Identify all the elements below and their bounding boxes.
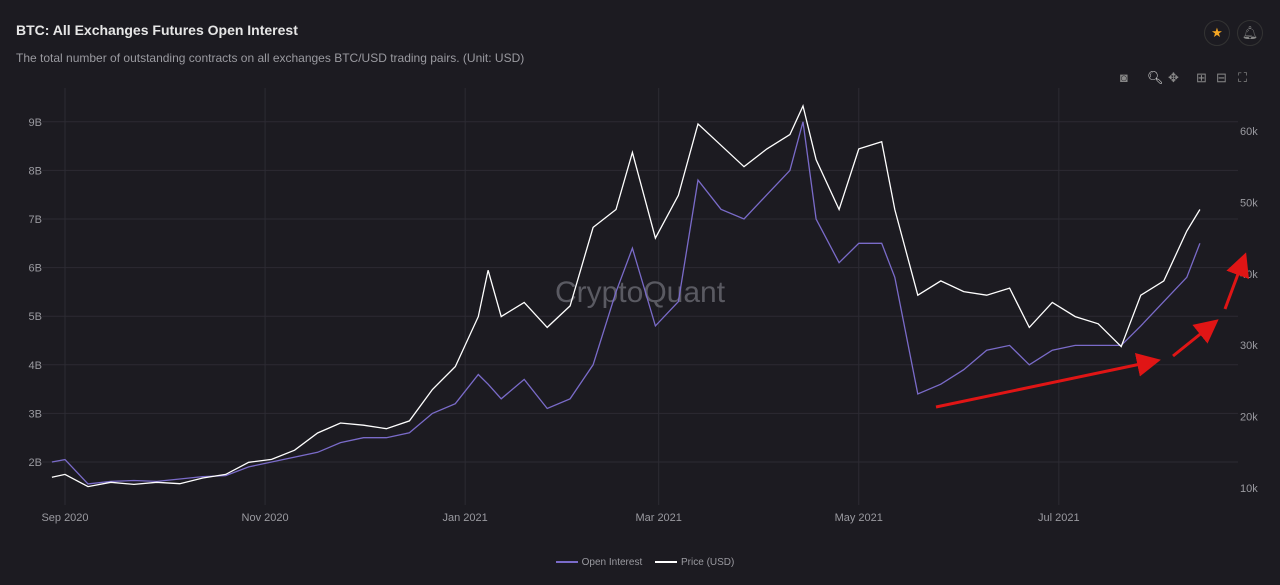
x-tick: Sep 2020: [41, 512, 88, 524]
y-left-tick: 9B: [29, 117, 42, 129]
zoom-out-icon[interactable]: ⊟: [1216, 70, 1227, 85]
trend-arrows: [935, 252, 1249, 409]
reset-icon[interactable]: ⛶: [1238, 70, 1248, 85]
y-right-tick: 50k: [1240, 197, 1258, 209]
bell-icon[interactable]: 🔔︎: [1237, 20, 1263, 46]
x-tick: Mar 2021: [635, 512, 681, 524]
x-tick: Jan 2021: [443, 512, 488, 524]
page-title: BTC: All Exchanges Futures Open Interest: [16, 22, 298, 38]
arrow-annotation: [1223, 252, 1249, 310]
legend-swatch-oi: [555, 561, 578, 564]
pan-icon[interactable]: ✥: [1168, 70, 1179, 85]
star-icon[interactable]: ★: [1204, 20, 1230, 46]
y-left-tick: 6B: [29, 263, 42, 275]
open-interest-line: [51, 121, 1201, 485]
zoom-icon[interactable]: 🔍︎: [1147, 70, 1164, 85]
y-left-tick: 8B: [29, 165, 42, 177]
legend-oi[interactable]: Open Interest: [581, 557, 643, 568]
y-right-tick: 40k: [1240, 269, 1258, 281]
zoom-in-icon[interactable]: ⊞: [1196, 70, 1207, 85]
y-left-tick: 4B: [29, 360, 42, 372]
y-right-tick: 10k: [1240, 483, 1258, 495]
y-left-tick: 5B: [29, 311, 42, 323]
y-right-tick: 60k: [1240, 126, 1258, 138]
price-line: [51, 104, 1201, 488]
legend: Open Interest Price (USD): [0, 557, 1280, 568]
page-subtitle: The total number of outstanding contract…: [16, 51, 525, 65]
legend-price[interactable]: Price (USD): [681, 557, 735, 568]
y-left-tick: 3B: [29, 408, 42, 420]
y-left-tick: 2B: [29, 457, 42, 469]
y-right-tick: 30k: [1240, 340, 1258, 352]
x-tick: Nov 2020: [242, 512, 289, 524]
y-right-tick: 20k: [1240, 412, 1258, 424]
y-left-tick: 7B: [29, 214, 42, 226]
camera-icon[interactable]: ◙: [1120, 70, 1128, 85]
watermark: CryptoQuant: [555, 276, 726, 309]
x-tick: Jul 2021: [1038, 512, 1080, 524]
arrow-annotation: [935, 352, 1161, 409]
x-tick: May 2021: [835, 512, 883, 524]
arrow-annotation: [1172, 319, 1219, 358]
legend-swatch-price: [655, 561, 678, 564]
